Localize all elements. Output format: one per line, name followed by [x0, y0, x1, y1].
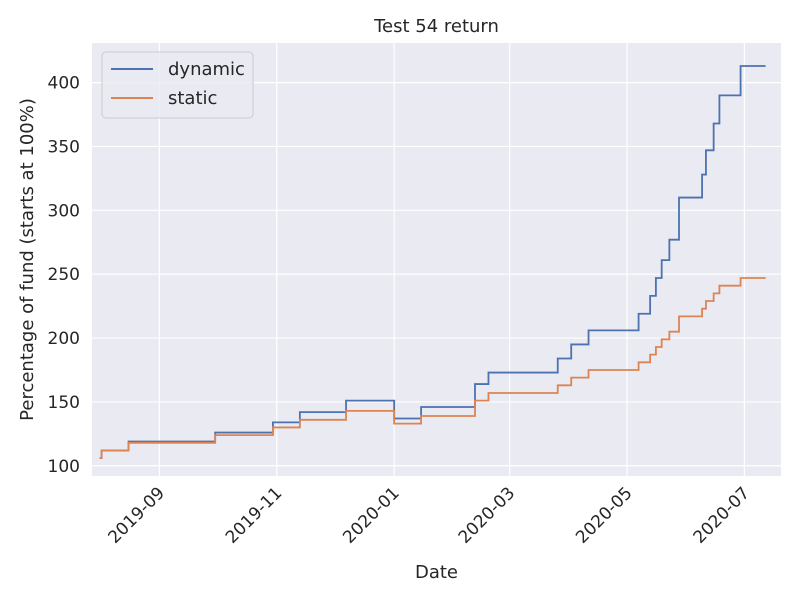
chart-title: Test 54 return	[373, 16, 499, 37]
y-tick-label: 150	[48, 393, 80, 413]
x-tick-label: 2020-03	[455, 483, 519, 547]
legend-label-static: static	[168, 88, 217, 109]
x-tick-labels: 2019-09 2019-11 2020-01 2020-03 2020-05 2020-…	[105, 483, 754, 547]
x-tick-label: 2020-07	[690, 483, 754, 547]
y-tick-label: 250	[48, 265, 80, 285]
x-tick-label: 2020-01	[339, 483, 403, 547]
series-lines	[99, 65, 766, 460]
y-tick-label: 350	[48, 137, 80, 157]
x-tick-label: 2019-11	[222, 483, 286, 547]
x-tick-label: 2019-09	[105, 483, 169, 547]
y-tick-label: 100	[48, 457, 80, 477]
y-tick-label: 200	[48, 329, 80, 349]
series-line-dynamic	[99, 65, 766, 460]
series-line-static	[99, 277, 766, 460]
legend: dynamic static	[101, 51, 254, 119]
y-axis-label: Percentage of fund (starts at 100%)	[17, 98, 38, 421]
x-tick-label: 2020-05	[572, 483, 636, 547]
y-tick-labels: 100 150 200 250 300 350 400	[48, 74, 80, 477]
y-tick-label: 400	[48, 74, 80, 94]
x-axis-label: Date	[415, 562, 458, 583]
y-tick-label: 300	[48, 201, 80, 221]
legend-label-dynamic: dynamic	[168, 59, 245, 80]
